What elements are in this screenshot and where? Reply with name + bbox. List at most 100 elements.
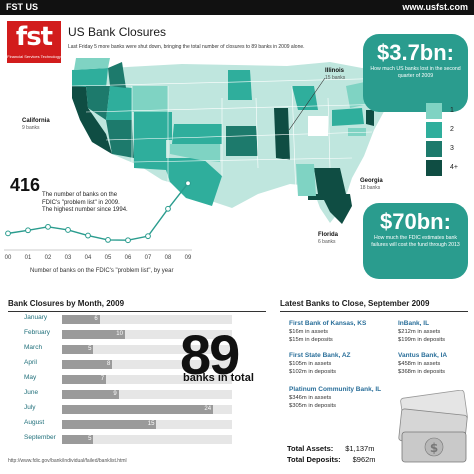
month-bar-value: 7 [100,376,105,382]
x-tick-label: 04 [85,255,92,261]
us-map [71,58,404,224]
latest-divider [280,311,468,312]
logo-text: fst [15,22,53,52]
problem-list-line-chart: 00 01 02 03 04 05 06 07 08 09 Number of banks on t… [4,180,192,274]
legend-label-1: 1 [450,107,454,114]
state-new-jersey [366,110,374,126]
month-bar-value: 10 [116,331,123,337]
total-closures-number: 89 [180,323,240,386]
total-assets-label: Total Assets: [287,444,334,453]
month-row: July 24 [8,404,268,415]
bank-name[interactable]: InBank, IL [398,320,430,327]
legend-label-3: 3 [450,145,454,152]
bank-name[interactable]: First State Bank, AZ [289,352,351,359]
month-row: March 5 [8,344,268,355]
month-row: September 5 [8,434,268,445]
callout-fdic-amount: $70bn: [380,209,451,234]
bank-name[interactable]: First Bank of Kansas, KS [289,320,367,327]
state-colorado [134,112,172,140]
state-georgia [314,168,346,194]
months-divider [8,311,266,312]
total-deposits-value: $962m [352,454,376,464]
bank-name[interactable]: Platinum Community Bank, IL [289,386,382,393]
x-tick-label: 00 [5,255,12,261]
state-utah [106,86,132,120]
bank-name[interactable]: Vantus Bank, IA [398,352,448,359]
bank-entry: Platinum Community Bank, IL $346m in ass… [289,386,382,409]
state-oregon [72,68,108,88]
total-closures-label: banks in total [183,372,254,384]
problem-list-number: 416 [10,175,41,195]
month-row: May 7 [8,374,268,385]
latest-section-title: Latest Banks to Close, September 2009 [280,299,430,308]
month-bar: 24 [62,405,214,414]
month-row: August 15 [8,419,268,430]
state-pennsylvania [332,108,364,126]
month-label: May [24,374,37,381]
callout-q2-amount: $3.7bn: [376,40,455,65]
state-alabama [296,164,316,196]
state-maryland [348,128,366,136]
callout-fdic-cost: $70bn: How much the FDIC estimates bank … [363,203,468,279]
month-label: April [24,359,38,366]
label-florida: Florida 6 banks [318,232,339,246]
legend-swatch-1 [426,103,442,119]
callout-q2-losses: $3.7bn: How much US banks lost in the se… [363,34,468,112]
data-point [145,233,151,240]
month-label: July [24,404,36,411]
month-bar-track: 9 [62,390,232,399]
state-minnesota [228,70,252,100]
bank-entry: First Bank of Kansas, KS $16m in assets $… [289,320,367,343]
month-bar: 6 [62,315,100,324]
state-texas [162,158,222,206]
legend-swatch-2 [426,122,442,138]
month-bar: 7 [62,375,107,384]
data-point [105,237,111,243]
state-borders [71,77,403,199]
series-line [7,182,189,241]
month-bar: 9 [62,390,119,399]
month-bar-track: 6 [62,315,232,324]
month-label: August [24,419,45,426]
fst-logo: fst Financial Services Technology [7,21,61,63]
month-bar-track: 7 [62,375,232,384]
month-bar-value: 24 [204,406,212,412]
page-subtitle: Last Friday 5 more banks were shut down,… [68,44,305,50]
month-bar: 5 [62,345,94,354]
x-tick-label: 09 [185,255,192,261]
month-bar-value: 6 [94,316,98,322]
x-tick-label: 02 [45,255,52,261]
month-row: April 8 [8,359,268,370]
total-assets-value: $1,137m [345,444,375,453]
label-california: California 9 banks [22,118,50,132]
source-link[interactable]: http://www.fdic.gov/bank/individual/fail… [8,458,127,464]
month-bar: 8 [62,360,113,369]
month-label: February [24,329,51,336]
callout-fdic-text: How much the FDIC estimates bank failure… [371,235,460,248]
month-bar-value: 8 [107,361,111,367]
money-icon: $ [398,390,468,463]
state-oklahoma [170,144,220,162]
legend-swatch-4plus [426,160,442,176]
label-illinois: Illinois 15 banks [325,68,346,82]
line-chart-caption: Number of banks on the FDIC's "problem l… [30,268,173,274]
pointer-illinois [288,77,326,131]
state-illinois [274,108,290,160]
month-label: June [24,389,39,396]
state-ohio [308,116,328,136]
month-label: March [24,344,43,351]
top-bar: FST US www.usfst.com [0,0,474,15]
data-point [25,227,31,234]
brand-url[interactable]: www.usfst.com [402,2,468,12]
state-wyoming [132,86,168,112]
month-label: September [24,434,56,441]
legend-swatch-3 [426,141,442,157]
months-section-title: Bank Closures by Month, 2009 [8,299,125,308]
callout-q2-text: How much US banks lost in the second qua… [370,66,461,79]
label-georgia: Georgia 18 banks [360,178,383,192]
month-bar: 5 [62,435,94,444]
page-title: US Bank Closures [68,25,167,39]
month-label: January [24,314,48,321]
problem-list-description: The number of banks on the FDIC's "probl… [42,192,128,213]
data-point [65,227,71,233]
